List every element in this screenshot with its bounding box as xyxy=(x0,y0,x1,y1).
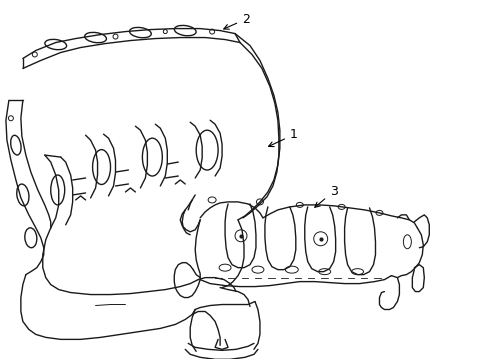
Text: 1: 1 xyxy=(268,128,297,147)
Text: 3: 3 xyxy=(314,185,337,207)
Text: 2: 2 xyxy=(224,13,249,29)
